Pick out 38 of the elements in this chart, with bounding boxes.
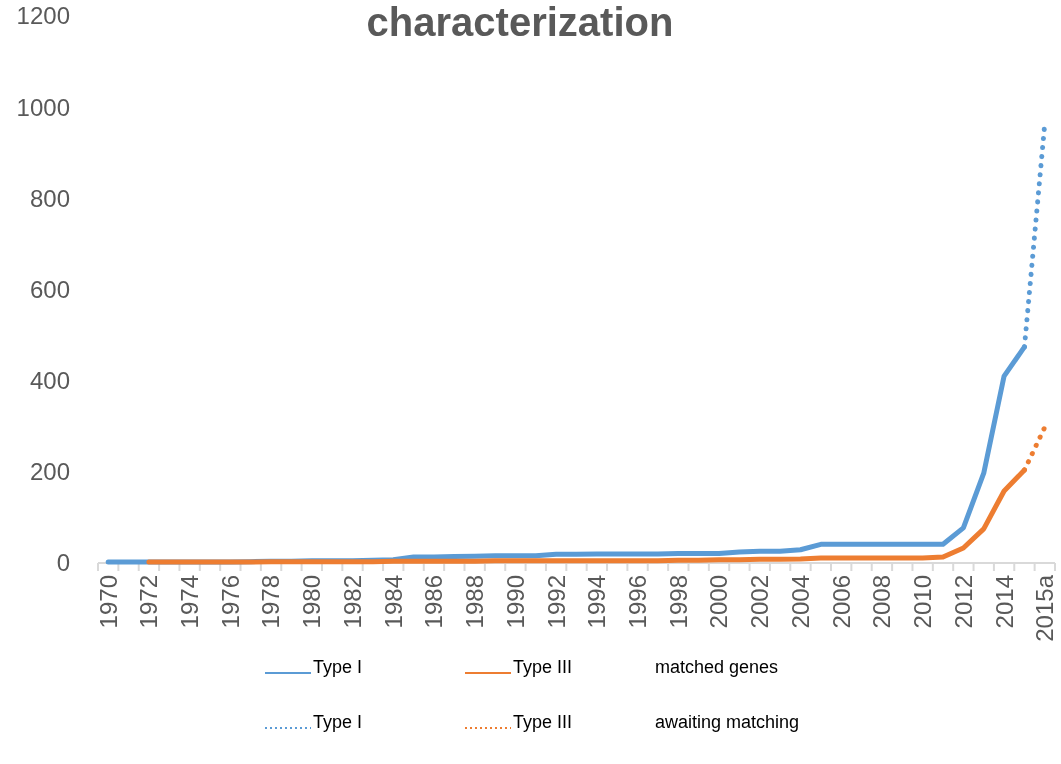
- x-tick-label: 1972: [135, 575, 163, 629]
- legend-label: Type I: [313, 657, 363, 678]
- y-tick-label: 600: [29, 275, 70, 303]
- x-tick-label: 1994: [583, 575, 611, 629]
- x-tick-label: 1974: [176, 575, 204, 629]
- x-tick-label: 2012: [949, 575, 977, 629]
- x-tick-label: 2015a: [1031, 574, 1059, 642]
- y-tick-label: 1200: [16, 2, 70, 30]
- x-tick-label: 1970: [94, 575, 122, 629]
- x-tick-label: 2000: [705, 575, 733, 629]
- x-tick-label: 2004: [786, 575, 814, 629]
- legend-label: Type I: [313, 712, 363, 733]
- x-tick-label: 1984: [379, 575, 407, 629]
- x-tick-label: 1986: [420, 575, 448, 629]
- text: awaiting matching: [655, 712, 800, 733]
- y-tick-label: 400: [29, 367, 70, 395]
- y-tick-label: 200: [29, 458, 70, 486]
- legend-label: Type III: [513, 712, 573, 733]
- chart-title: characterization: [366, 0, 674, 44]
- text: matched genes: [655, 657, 779, 678]
- x-tick-label: 1982: [338, 575, 366, 629]
- x-tick-label: 2002: [746, 575, 774, 629]
- x-tick-label: 2008: [868, 575, 896, 629]
- x-tick-label: 2014: [990, 575, 1018, 629]
- x-tick-label: 1992: [542, 575, 570, 629]
- y-tick-label: 1000: [16, 93, 70, 121]
- x-tick-label: 2010: [909, 575, 937, 629]
- x-tick-label: 1988: [461, 575, 489, 629]
- x-tick-label: 2006: [827, 575, 855, 629]
- x-tick-label: 1976: [216, 575, 244, 629]
- x-tick-label: 1978: [257, 575, 285, 629]
- x-tick-label: 1980: [298, 575, 326, 629]
- x-tick-label: 1998: [664, 575, 692, 629]
- y-tick-label: 0: [56, 549, 70, 577]
- x-tick-label: 1996: [623, 575, 651, 629]
- legend-label: Type III: [513, 657, 573, 678]
- x-tick-label: 1990: [501, 575, 529, 629]
- y-tick-label: 800: [29, 184, 70, 212]
